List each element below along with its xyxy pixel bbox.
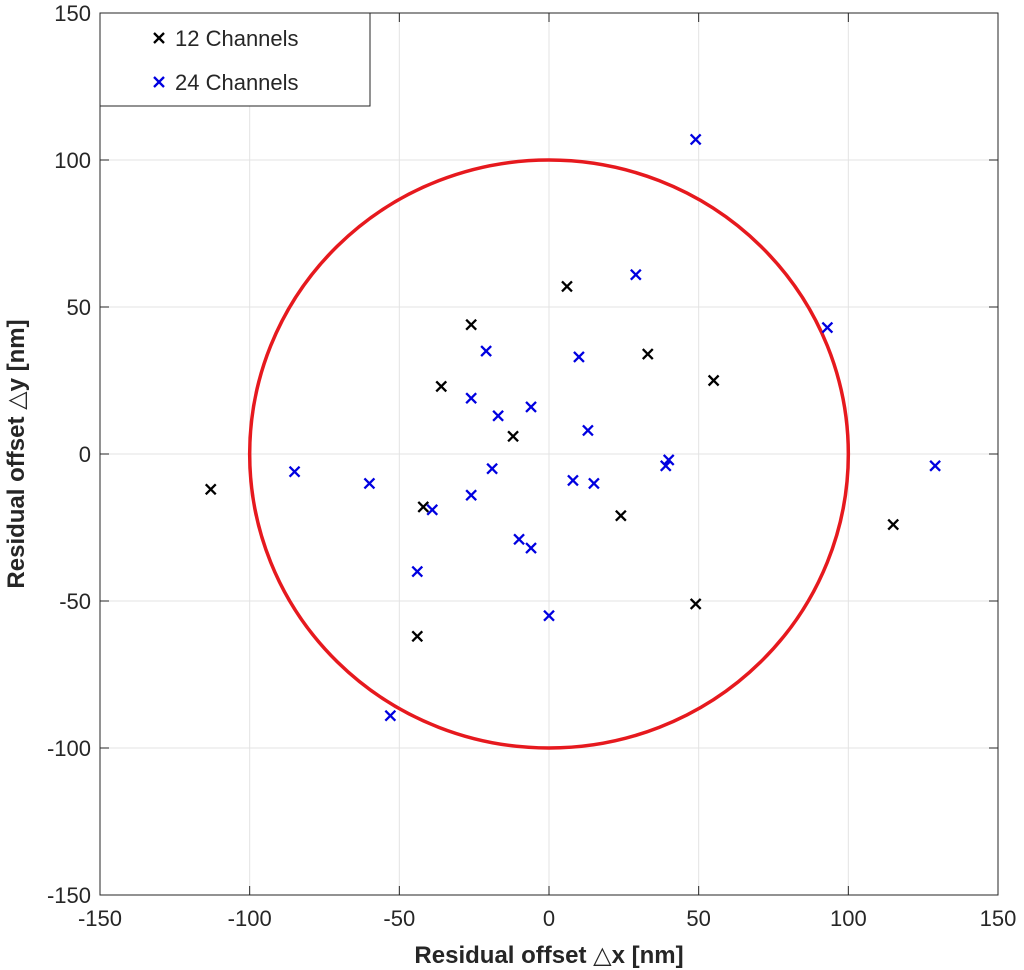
legend-x-marker: [153, 76, 165, 88]
x-tick-label: 0: [543, 906, 555, 931]
data-point-24-channels: [543, 609, 555, 622]
grid: [99, 12, 999, 896]
y-axis-label: Residual offset △y [nm]: [3, 319, 30, 588]
data-point-24-channels: [465, 392, 477, 404]
legend-entry-24-channels: 24 Channels: [175, 70, 299, 95]
legend-box: [99, 12, 371, 107]
data-point-12-channels: [204, 483, 217, 496]
data-points: [204, 133, 941, 722]
data-point-24-channels: [567, 474, 579, 487]
tick-labels: -150 -100 -50 0 50 100 150 150 100 50 0 -50 -100 -150: [47, 1, 1016, 931]
data-point-12-channels: [641, 348, 654, 360]
y-tick-label: 50: [67, 295, 91, 320]
data-point-24-channels: [629, 268, 642, 281]
data-point-12-channels: [689, 598, 702, 610]
data-point-24-channels: [821, 321, 834, 334]
data-point-24-channels: [588, 477, 600, 490]
data-point-24-channels: [662, 454, 675, 466]
data-point-12-channels: [411, 630, 424, 643]
data-point-24-channels: [486, 462, 498, 475]
axis-ticks: [99, 12, 999, 896]
y-tick-label: 150: [54, 1, 91, 26]
data-point-24-channels: [573, 351, 585, 363]
data-point-24-channels: [525, 401, 537, 413]
data-point-24-channels: [929, 459, 941, 472]
x-tick-label: -150: [78, 906, 122, 931]
legend-marker-24-channels: [153, 76, 165, 88]
data-point-24-channels: [513, 533, 525, 546]
radius-circle: [247, 158, 851, 750]
legend-marker-12-channels: [153, 32, 165, 44]
data-point-24-channels: [288, 465, 301, 478]
data-point-24-channels: [465, 489, 477, 501]
data-point-24-channels: [659, 459, 672, 472]
y-tick-label: 100: [54, 148, 91, 173]
data-point-24-channels: [426, 504, 439, 516]
legend-entry-12-channels: 12 Channels: [175, 26, 299, 51]
data-point-24-channels: [363, 477, 376, 490]
x-tick-label: -50: [383, 906, 415, 931]
y-tick-label: -50: [59, 589, 91, 614]
data-point-24-channels: [492, 409, 504, 422]
x-axis-label: Residual offset △x [nm]: [414, 942, 683, 969]
x-tick-label: -100: [228, 906, 272, 931]
data-point-12-channels: [707, 374, 720, 387]
y-tick-label: 0: [79, 442, 91, 467]
data-point-24-channels: [525, 542, 537, 554]
data-point-24-channels: [384, 709, 397, 722]
data-point-12-channels: [615, 509, 627, 522]
data-point-12-channels: [435, 380, 448, 393]
data-point-12-channels: [887, 518, 900, 531]
data-point-12-channels: [507, 430, 519, 443]
data-point-12-channels: [561, 280, 573, 293]
data-point-12-channels: [465, 318, 477, 331]
circle-layer: [247, 158, 851, 750]
x-tick-label: 100: [830, 906, 867, 931]
legend: 12 Channels 24 Channels: [99, 12, 371, 107]
x-tick-label: 150: [980, 906, 1017, 931]
y-tick-label: -150: [47, 883, 91, 908]
y-tick-label: -100: [47, 736, 91, 761]
data-point-12-channels: [417, 501, 430, 513]
x-tick-label: 50: [686, 906, 710, 931]
data-point-24-channels: [582, 424, 594, 437]
data-point-24-channels: [411, 565, 424, 578]
data-point-24-channels: [689, 133, 702, 146]
data-point-24-channels: [480, 345, 492, 357]
legend-x-marker: [153, 32, 165, 44]
